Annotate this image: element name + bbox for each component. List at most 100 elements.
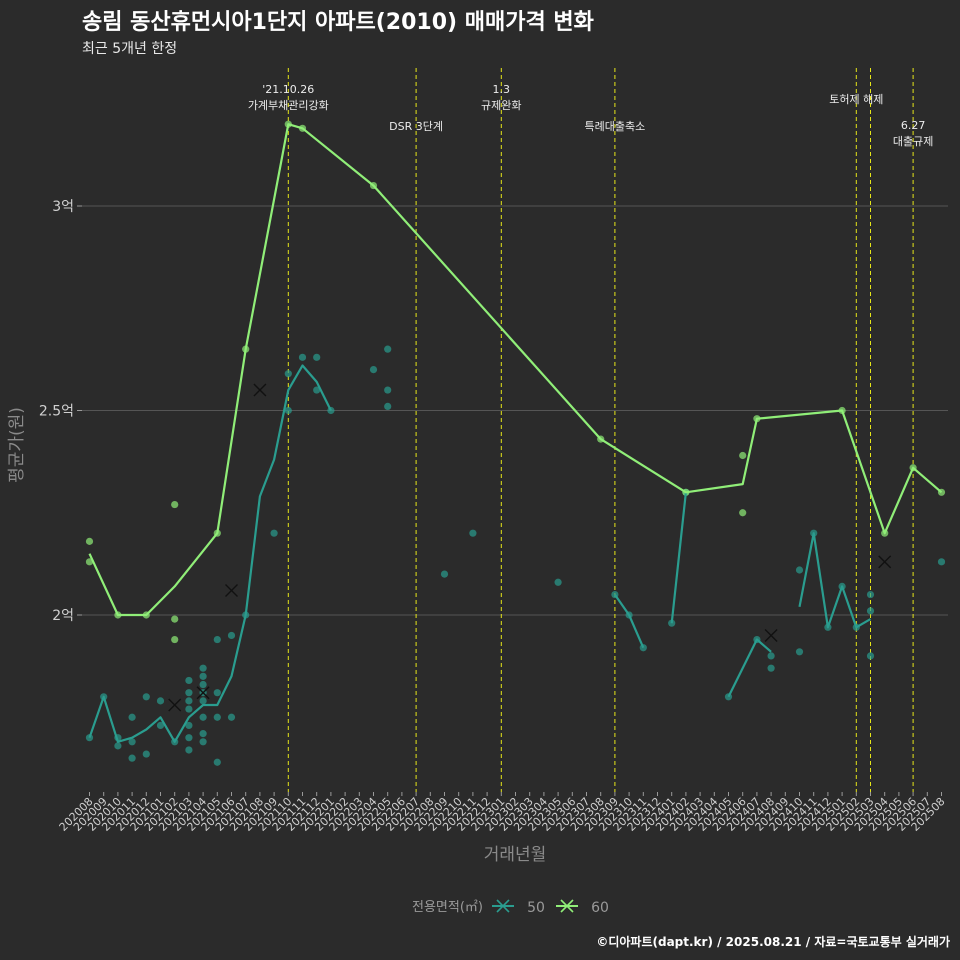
data-point-50 [142, 750, 150, 758]
data-point-50 [85, 734, 94, 742]
x-marker-50 [878, 555, 892, 569]
data-point-50 [554, 578, 562, 586]
event-label: 6.27 [901, 119, 926, 132]
event-label: 규제완화 [481, 99, 521, 112]
data-point-50 [866, 652, 875, 660]
data-point-50 [185, 676, 193, 685]
data-point-50 [795, 566, 804, 574]
legend-key-cross [560, 899, 574, 913]
data-point-50 [270, 529, 278, 537]
chart-subtitle: 최근 5개년 한정 [82, 41, 178, 57]
data-point-50 [128, 713, 136, 721]
point-layer [85, 120, 946, 766]
event-label: DSR 3단계 [389, 120, 443, 133]
axis-layer: 2억2.5억3억20200820200920201020201120201220… [39, 199, 948, 834]
data-point-60 [171, 500, 179, 509]
series-line-60 [88, 123, 943, 617]
data-point-50 [128, 754, 136, 762]
data-point-50 [199, 680, 207, 689]
legend-key-cross [496, 899, 510, 913]
data-point-60 [85, 537, 94, 545]
data-point-50 [937, 558, 946, 566]
data-point-50 [384, 345, 392, 353]
chart-title: 송림 동산휴먼시아1단지 아파트(2010) 매매가격 변화 [82, 10, 594, 35]
data-point-50 [866, 607, 875, 615]
marker-layer [168, 383, 892, 712]
data-point-50 [284, 406, 292, 415]
data-point-60 [171, 615, 179, 623]
data-point-50 [199, 697, 207, 705]
event-label: 특례대출축소 [585, 120, 646, 133]
data-point-50 [313, 353, 321, 361]
y-axis-label: 평균가(원) [7, 407, 27, 483]
data-point-50 [213, 689, 221, 697]
legend: 전용면적(㎡) 50 60 [412, 899, 609, 916]
event-label: 토허제 해제 [829, 92, 883, 106]
data-point-50 [114, 742, 122, 750]
series-line-50 [798, 532, 872, 629]
data-point-50 [128, 738, 136, 746]
x-marker-stroke [196, 686, 210, 700]
y-tick-label: 2억 [52, 608, 74, 624]
data-point-50 [227, 713, 236, 721]
x-axis-label: 거래년월 [484, 845, 547, 865]
x-marker-stroke [878, 555, 892, 569]
data-point-50 [227, 631, 236, 640]
series-line-50 [727, 638, 772, 698]
x-marker-50 [253, 383, 267, 397]
source-caption: ©디아파트(dapt.kr) / 2025.08.21 / 자료=국토교통부 실… [596, 935, 950, 949]
x-marker-stroke [168, 698, 182, 712]
data-point-50 [795, 648, 804, 656]
legend-item-60: 60 [556, 899, 609, 916]
data-point-50 [142, 693, 150, 701]
data-point-50 [199, 664, 207, 672]
x-marker-stroke [225, 583, 238, 597]
data-point-50 [866, 590, 875, 599]
series-line-50 [88, 364, 332, 743]
data-point-50 [767, 652, 775, 660]
x-marker-50 [196, 686, 210, 700]
series-line-50 [670, 492, 687, 624]
data-point-50 [213, 758, 221, 766]
data-point-50 [185, 721, 193, 730]
data-point-50 [199, 738, 207, 746]
legend-label: 60 [591, 900, 609, 916]
data-point-50 [298, 353, 307, 361]
x-marker-stroke [253, 383, 267, 397]
data-point-50 [767, 664, 775, 672]
data-point-50 [384, 386, 392, 394]
data-point-50 [199, 672, 207, 680]
y-tick-label: 3억 [52, 199, 74, 215]
data-point-50 [156, 721, 165, 730]
data-point-50 [213, 635, 221, 644]
data-point-50 [185, 746, 193, 754]
data-point-50 [185, 697, 193, 705]
data-point-50 [199, 713, 207, 721]
data-point-50 [284, 370, 292, 378]
data-point-50 [213, 713, 221, 721]
x-marker-50 [225, 583, 238, 597]
line-layer [88, 123, 943, 743]
data-point-50 [156, 697, 165, 705]
data-point-50 [185, 689, 193, 697]
data-point-50 [440, 570, 449, 578]
data-point-50 [469, 529, 477, 537]
data-point-60 [739, 451, 747, 460]
event-label: '21.10.26 [262, 83, 314, 96]
data-point-60 [739, 509, 747, 517]
data-point-50 [199, 730, 207, 738]
data-point-60 [171, 635, 179, 644]
legend-label: 50 [527, 900, 545, 916]
legend-title: 전용면적(㎡) [412, 900, 483, 915]
y-tick-label: 2.5억 [39, 404, 74, 420]
data-point-50 [185, 705, 193, 713]
data-point-50 [185, 734, 193, 742]
grid-layer [82, 205, 948, 616]
event-label: 가계부채관리강화 [248, 99, 329, 112]
legend-item-50: 50 [492, 899, 545, 916]
event-label: 1.3 [493, 83, 511, 96]
data-point-50 [384, 402, 392, 411]
data-point-50 [369, 366, 378, 374]
